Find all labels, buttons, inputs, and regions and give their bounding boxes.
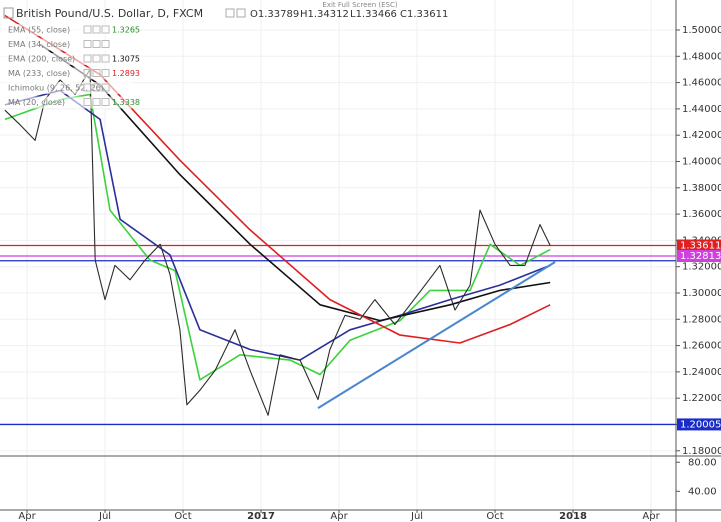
legend-name: Ichimoku (9, 26, 52, 26) bbox=[8, 84, 104, 93]
legend-icon[interactable] bbox=[101, 83, 110, 92]
ohlc-value: O1.33789 bbox=[250, 9, 299, 20]
legend-icon[interactable] bbox=[101, 54, 110, 63]
x-tick-label: Apr bbox=[330, 511, 348, 522]
indicator-line bbox=[4, 89, 551, 361]
price-tag bbox=[677, 418, 721, 431]
legend-value: 1.3265 bbox=[112, 26, 140, 35]
legend-icon[interactable] bbox=[92, 54, 101, 63]
lower-y-tick-label: 80.00 bbox=[688, 457, 717, 468]
y-tick-label: 1.30000 bbox=[682, 288, 721, 299]
y-tick-label: 1.28000 bbox=[682, 314, 721, 325]
price-tag-label: 1.20005 bbox=[680, 419, 721, 430]
x-tick-label: Jul bbox=[410, 511, 423, 522]
x-tick-label: 2018 bbox=[559, 511, 587, 522]
indicator-line bbox=[39, 43, 551, 322]
y-tick-label: 1.32000 bbox=[682, 262, 721, 273]
exit-fullscreen[interactable]: Exit Full Screen (ESC) bbox=[322, 1, 397, 9]
y-tick-label: 1.50000 bbox=[682, 25, 721, 36]
legend-icon[interactable] bbox=[83, 69, 92, 77]
legend-icon[interactable] bbox=[92, 83, 101, 92]
ohlc-value: L1.33466 bbox=[350, 9, 397, 20]
legend-name: EMA (200, close) bbox=[8, 55, 75, 64]
x-tick-label: Oct bbox=[486, 511, 503, 522]
legend-icon[interactable] bbox=[83, 83, 92, 92]
ohlc-value: H1.34312 bbox=[300, 9, 349, 20]
y-tick-label: 1.26000 bbox=[682, 341, 721, 352]
x-tick-label: Apr bbox=[18, 511, 36, 522]
legend: British Pound/U.S. Dollar, D, FXCM O1.33… bbox=[2, 7, 448, 109]
legend-icon[interactable] bbox=[101, 98, 110, 106]
price-line bbox=[4, 68, 551, 416]
price-tag bbox=[677, 239, 721, 252]
y-tick-label: 1.46000 bbox=[682, 78, 721, 89]
price-tag-label: 1.33611 bbox=[680, 241, 721, 252]
x-tick-label: Apr bbox=[642, 511, 660, 522]
x-tick-label: 2017 bbox=[247, 511, 275, 522]
legend-value: 1.3338 bbox=[112, 98, 140, 107]
y-tick-label: 1.40000 bbox=[682, 156, 721, 167]
y-tick-label: 1.48000 bbox=[682, 51, 721, 62]
y-tick-label: 1.36000 bbox=[682, 209, 721, 220]
y-tick-label: 1.18000 bbox=[682, 446, 721, 457]
collapse-icon[interactable] bbox=[3, 7, 14, 19]
plot bbox=[0, 14, 676, 426]
legend-icon[interactable] bbox=[92, 69, 101, 77]
y-tick-label: 1.44000 bbox=[682, 104, 721, 115]
legend-icon[interactable] bbox=[83, 25, 92, 34]
chart-title: British Pound/U.S. Dollar, D, FXCM bbox=[16, 7, 203, 20]
legend-name: EMA (55, close) bbox=[8, 26, 70, 35]
price-tag bbox=[677, 249, 721, 262]
settings-icon[interactable] bbox=[236, 8, 246, 18]
y-tick-label: 1.38000 bbox=[682, 183, 721, 194]
legend-icon[interactable] bbox=[101, 40, 110, 48]
legend-name: MA (233, close) bbox=[8, 69, 70, 78]
legend-icon[interactable] bbox=[83, 98, 92, 106]
axis: 1.180001.200001.220001.240001.260001.280… bbox=[18, 25, 721, 522]
ohlc-value: C1.33611 bbox=[400, 9, 448, 20]
legend-icon[interactable] bbox=[83, 40, 92, 48]
y-tick-label: 1.42000 bbox=[682, 130, 721, 141]
legend-value: 1.2893 bbox=[112, 69, 140, 78]
x-tick-label: Oct bbox=[174, 511, 191, 522]
legend-value: 1.3075 bbox=[112, 55, 140, 64]
y-tick-label: 1.22000 bbox=[682, 393, 721, 404]
legend-icon[interactable] bbox=[101, 69, 110, 77]
x-tick-label: Jul bbox=[98, 511, 111, 522]
lower-y-tick-label: 40.00 bbox=[688, 486, 717, 497]
legend-icon[interactable] bbox=[92, 25, 101, 34]
banner-bg bbox=[300, 0, 420, 10]
legend-icon[interactable] bbox=[92, 40, 101, 48]
legend-icon[interactable] bbox=[101, 25, 110, 34]
legend-icon[interactable] bbox=[92, 98, 101, 106]
price-tag-label: 1.32813 bbox=[680, 251, 721, 262]
trend-line bbox=[317, 261, 556, 409]
eye-icon[interactable] bbox=[225, 8, 235, 18]
legend-name: MA (20, close) bbox=[8, 98, 65, 107]
legend-icon[interactable] bbox=[83, 54, 92, 63]
y-tick-label: 1.24000 bbox=[682, 367, 721, 378]
indicator-line bbox=[4, 93, 551, 381]
legend-name: EMA (34, close) bbox=[8, 40, 70, 49]
